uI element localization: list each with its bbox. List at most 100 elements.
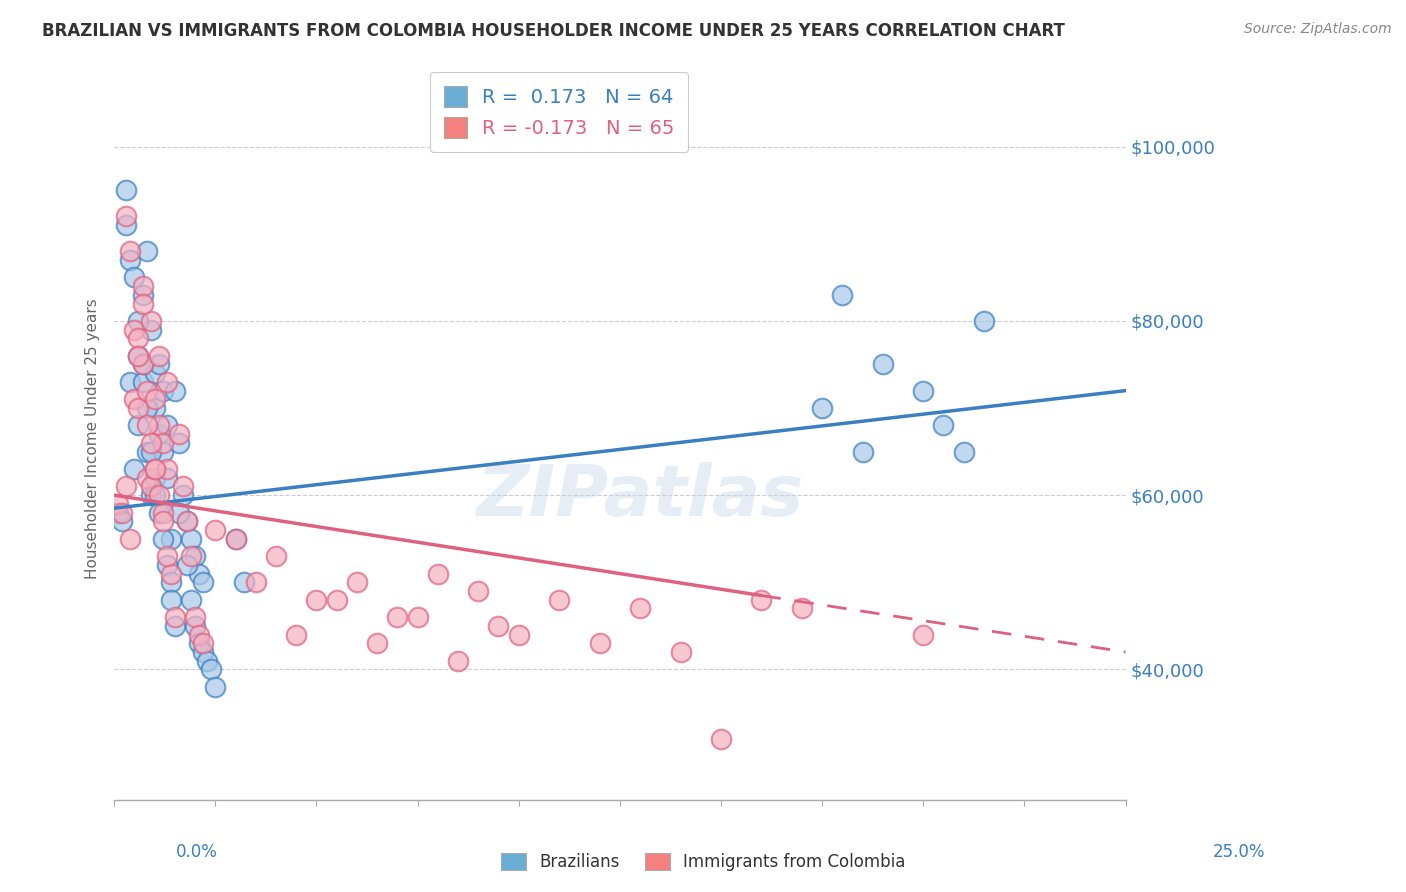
Point [159, 592, 181, 607]
Point [588, 636, 610, 650]
Point [225, 532, 247, 546]
Point [180, 532, 202, 546]
Point [176, 514, 198, 528]
Point [204, 680, 226, 694]
Point [184, 610, 207, 624]
Point [152, 532, 174, 546]
Point [163, 384, 186, 398]
Point [124, 270, 146, 285]
Point [139, 314, 162, 328]
Point [811, 401, 834, 415]
Point [195, 654, 218, 668]
Point [508, 627, 530, 641]
Point [232, 575, 254, 590]
Legend: Brazilians, Immigrants from Colombia: Brazilians, Immigrants from Colombia [492, 845, 914, 880]
Point [156, 375, 179, 389]
Point [120, 252, 142, 267]
Point [346, 575, 368, 590]
Point [973, 314, 995, 328]
Point [159, 575, 181, 590]
Point [148, 358, 170, 372]
Point [135, 384, 157, 398]
Point [127, 349, 149, 363]
Point [751, 592, 773, 607]
Point [143, 366, 166, 380]
Point [167, 427, 190, 442]
Point [193, 645, 215, 659]
Point [131, 279, 153, 293]
Point [139, 479, 162, 493]
Point [120, 375, 142, 389]
Point [172, 479, 194, 493]
Point [127, 314, 149, 328]
Point [851, 444, 873, 458]
Point [264, 549, 287, 563]
Point [156, 549, 179, 563]
Point [156, 418, 179, 433]
Point [159, 566, 181, 581]
Point [669, 645, 692, 659]
Point [152, 506, 174, 520]
Y-axis label: Householder Income Under 25 years: Householder Income Under 25 years [86, 298, 100, 579]
Point [912, 627, 935, 641]
Point [548, 592, 571, 607]
Text: Source: ZipAtlas.com: Source: ZipAtlas.com [1244, 22, 1392, 37]
Point [184, 549, 207, 563]
Point [143, 401, 166, 415]
Point [387, 610, 409, 624]
Point [447, 654, 470, 668]
Point [135, 444, 157, 458]
Point [131, 287, 153, 301]
Point [148, 427, 170, 442]
Point [156, 462, 179, 476]
Point [180, 549, 202, 563]
Point [139, 436, 162, 450]
Point [225, 532, 247, 546]
Point [127, 418, 149, 433]
Point [193, 636, 215, 650]
Point [131, 375, 153, 389]
Point [120, 244, 142, 259]
Point [135, 244, 157, 259]
Point [107, 506, 129, 520]
Point [366, 636, 388, 650]
Point [628, 601, 651, 615]
Point [285, 627, 308, 641]
Point [152, 514, 174, 528]
Point [115, 183, 138, 197]
Point [139, 323, 162, 337]
Point [172, 488, 194, 502]
Point [124, 323, 146, 337]
Point [872, 358, 894, 372]
Point [200, 662, 222, 676]
Point [176, 514, 198, 528]
Point [912, 384, 935, 398]
Point [188, 566, 211, 581]
Point [127, 401, 149, 415]
Point [143, 462, 166, 476]
Point [159, 532, 181, 546]
Text: 25.0%: 25.0% [1213, 843, 1265, 861]
Point [167, 506, 190, 520]
Point [188, 636, 211, 650]
Point [163, 610, 186, 624]
Point [184, 619, 207, 633]
Point [124, 392, 146, 407]
Legend: R =  0.173   N = 64, R = -0.173   N = 65: R = 0.173 N = 64, R = -0.173 N = 65 [430, 72, 689, 152]
Point [176, 558, 198, 572]
Point [107, 497, 129, 511]
Point [426, 566, 449, 581]
Point [115, 479, 138, 493]
Text: 0.0%: 0.0% [176, 843, 218, 861]
Point [193, 575, 215, 590]
Point [148, 488, 170, 502]
Point [131, 358, 153, 372]
Point [143, 392, 166, 407]
Point [152, 444, 174, 458]
Point [135, 418, 157, 433]
Point [156, 558, 179, 572]
Point [115, 210, 138, 224]
Point [143, 488, 166, 502]
Point [135, 471, 157, 485]
Point [135, 401, 157, 415]
